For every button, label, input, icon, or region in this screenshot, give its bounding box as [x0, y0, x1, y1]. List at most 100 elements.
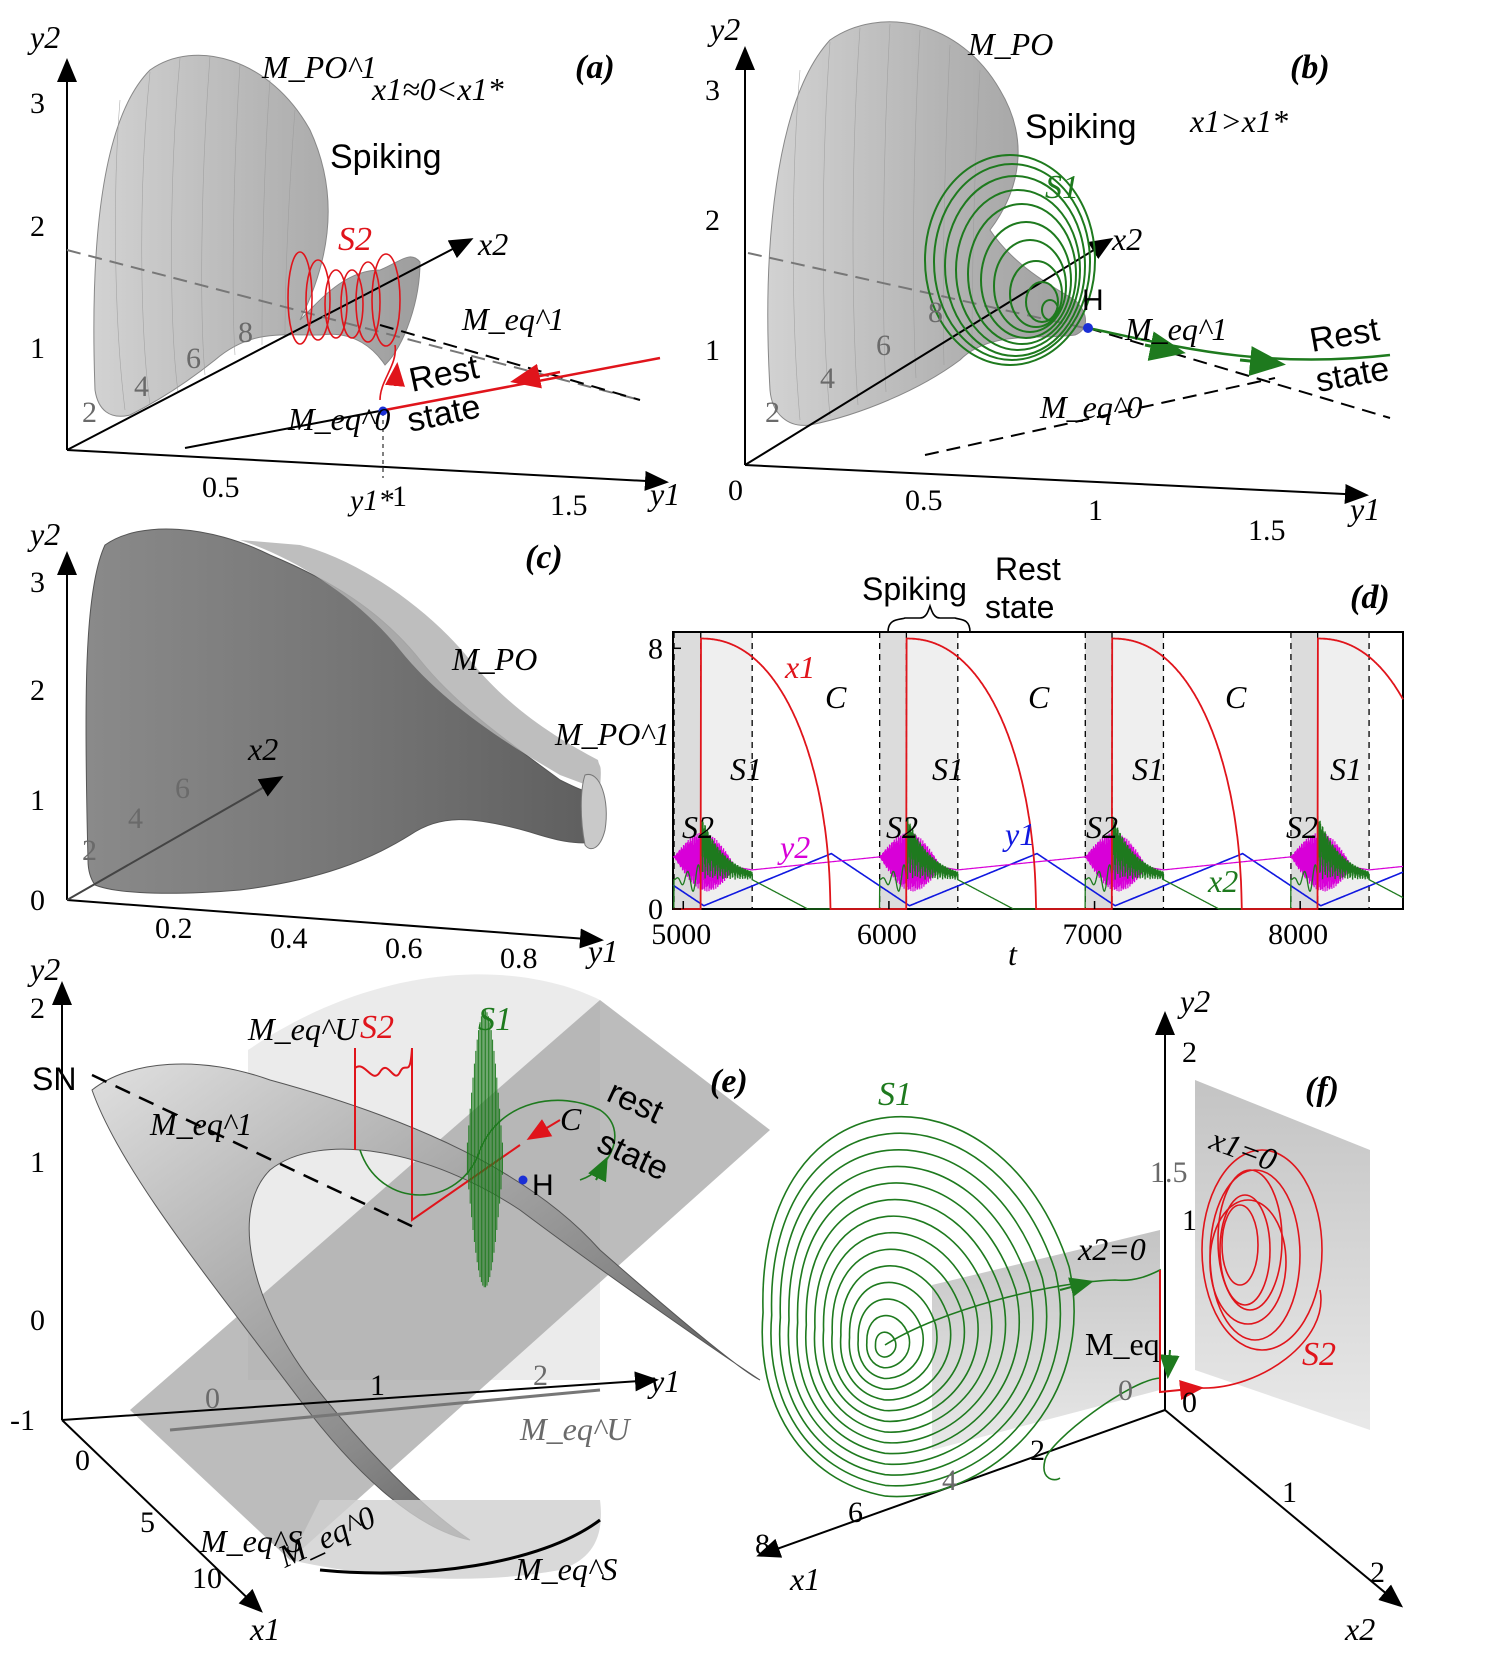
axis-y1-c	[66, 899, 604, 949]
traj-c-arrow-e	[526, 1119, 561, 1141]
traj-s2-e	[354, 1047, 521, 1222]
x2-tick-1-f: 1	[1282, 1476, 1297, 1509]
traj-red-f	[1159, 1270, 1204, 1400]
x1-tick-6-f: 6	[848, 1496, 863, 1529]
spiking-b: Spiking	[1025, 108, 1137, 146]
spiking-brace-d	[887, 603, 971, 633]
panel-tag-f: (f)	[1305, 1071, 1339, 1108]
rest-point-a	[378, 406, 388, 416]
surface-mpo1-c	[580, 774, 607, 850]
y2-tick-1-f: 1	[1182, 1204, 1197, 1237]
panel-a: 1 2 3 2 4 6 8 0.5 1 1.5 y1* y2 y1 x2 M_P…	[27, 19, 680, 522]
axis-y2-label-b: y2	[707, 11, 740, 47]
condition-a: x1≈0<x1*	[371, 71, 504, 107]
axis-y1-e	[61, 1371, 659, 1421]
axis-y1-label-b: y1	[1347, 491, 1380, 527]
hopf-label-b: H	[1082, 284, 1104, 317]
axis-y1-a	[66, 449, 669, 491]
spiral-ring-f	[770, 1132, 1062, 1487]
axis-x2-label-c: x2	[247, 731, 278, 767]
y2-tick-1-e: 1	[30, 1146, 45, 1179]
s2-label-f: S2	[1302, 1336, 1336, 1373]
y2-tick-2-b: 2	[705, 204, 720, 237]
y1-tick-15-a: 1.5	[550, 489, 588, 522]
surface-mpo1-a	[93, 54, 421, 417]
eq-u-line-e	[169, 1388, 601, 1432]
y1-tick-2-e: 2	[533, 1359, 548, 1392]
y2-tick-1-a: 1	[30, 332, 45, 365]
x2-tick-8-a: 8	[238, 316, 253, 349]
s1-label-d1: S1	[730, 751, 762, 787]
manifold-eq0-a: M_eq^0	[287, 401, 390, 437]
s2-label-d3: S2	[1086, 809, 1118, 845]
axis-x2-label-a: x2	[477, 226, 508, 262]
x2-tick-8-b: 8	[928, 296, 943, 329]
panel-tag-b: (b)	[1290, 49, 1330, 86]
x1-label-d: x1	[784, 649, 815, 685]
panel-tag-e: (e)	[710, 1063, 748, 1100]
y2-tick-2-c: 2	[30, 674, 45, 707]
y-tick-label-d: 8	[648, 632, 663, 665]
s2-label-d2: S2	[886, 809, 918, 845]
y2-tick-3-c: 3	[30, 566, 45, 599]
meq-u-label-e: M_eq^U	[247, 1011, 359, 1047]
y1-tick-15-b: 1.5	[1248, 514, 1286, 547]
surface-ms-e	[290, 1500, 601, 1579]
y1-tick-05-a: 0.5	[202, 471, 240, 504]
y2-tick-15-f: 1.5	[1150, 1156, 1188, 1189]
spiral-ring-f	[831, 1248, 965, 1412]
axis-x2-c	[66, 776, 284, 901]
y1-label-d: y1	[1002, 816, 1035, 852]
panel-d: 5000 6000 7000 8000 0 8 Spiking Rest state (d…	[648, 551, 1404, 972]
panel-e: -1 0 1 2 0 1 2 0 5 10 y2 y1 x1 (e) SN M_…	[10, 951, 770, 1647]
spiral-ring-f	[822, 1231, 979, 1423]
meq-1-label-e: M_eq^1	[149, 1106, 252, 1142]
manifold-po-a: M_PO^1	[261, 49, 377, 85]
x2-tick-6-c: 6	[175, 772, 190, 805]
x1-tick-10-e: 10	[192, 1562, 222, 1595]
x2-tick-2-a: 2	[82, 396, 97, 429]
s1-label-d4: S1	[1330, 751, 1362, 787]
y-tick-label-d: 0	[648, 893, 663, 926]
eq-s-curve-e	[319, 1518, 601, 1575]
orbit-s2-a	[287, 251, 661, 412]
meq-s-label-e2: M_eq^S	[514, 1551, 617, 1587]
x1-tick-8-f: 8	[755, 1528, 770, 1561]
x2-tick-4-c: 4	[128, 802, 143, 835]
axis-y1-label-c: y1	[585, 933, 618, 969]
x1-tick-0-e: 0	[75, 1444, 90, 1477]
surface-fold-e	[91, 1063, 761, 1541]
axis-y2-label-f: y2	[1177, 983, 1210, 1019]
y2-tick-0-f: 0	[1118, 1374, 1133, 1407]
axis-x2-f	[1164, 1409, 1404, 1608]
y1-tick-1-a: 1	[392, 480, 407, 513]
orbit-s2-f	[1199, 1149, 1323, 1389]
axis-x2-a	[66, 238, 474, 451]
axis-y1-label-a: y1	[647, 476, 680, 512]
panel-f: 0 0 1 1.5 2 2 4 6 8 1 2 y2 x1 x2 (f) x2=…	[755, 983, 1404, 1647]
meq-label-f: M_eq	[1085, 1326, 1160, 1362]
axis-x1-e	[61, 1419, 263, 1613]
spiral-ring-f	[857, 1298, 925, 1380]
axis-y2-label-a: y2	[27, 19, 60, 55]
y1-star-a: y1*	[347, 484, 393, 517]
x2-tick-4-a: 4	[134, 370, 149, 403]
hopf-point-e	[518, 1175, 528, 1185]
c-label-e: C	[560, 1101, 582, 1137]
traj-loop-e	[359, 1099, 616, 1196]
axis-y2-label-e: y2	[27, 951, 60, 987]
y2-tick-2-a: 2	[30, 210, 45, 243]
y1-tick-02-c: 0.2	[155, 912, 193, 945]
surface-mpo-b	[767, 21, 1086, 426]
eq1-dashed-e	[91, 1073, 421, 1232]
manifold-eq1-b: M_eq^1	[1124, 311, 1227, 347]
spiral-ring-f	[848, 1281, 938, 1390]
y2-tick-n1-e: -1	[10, 1404, 35, 1437]
series-y2	[672, 832, 1404, 892]
axis-x2-label-b: x2	[1111, 221, 1142, 257]
c-label-d2: C	[1028, 679, 1050, 715]
condition-b: x1>x1*	[1189, 103, 1288, 139]
traj-h-arrow-e	[588, 1156, 608, 1183]
sn-label-e: SN	[32, 1061, 76, 1097]
